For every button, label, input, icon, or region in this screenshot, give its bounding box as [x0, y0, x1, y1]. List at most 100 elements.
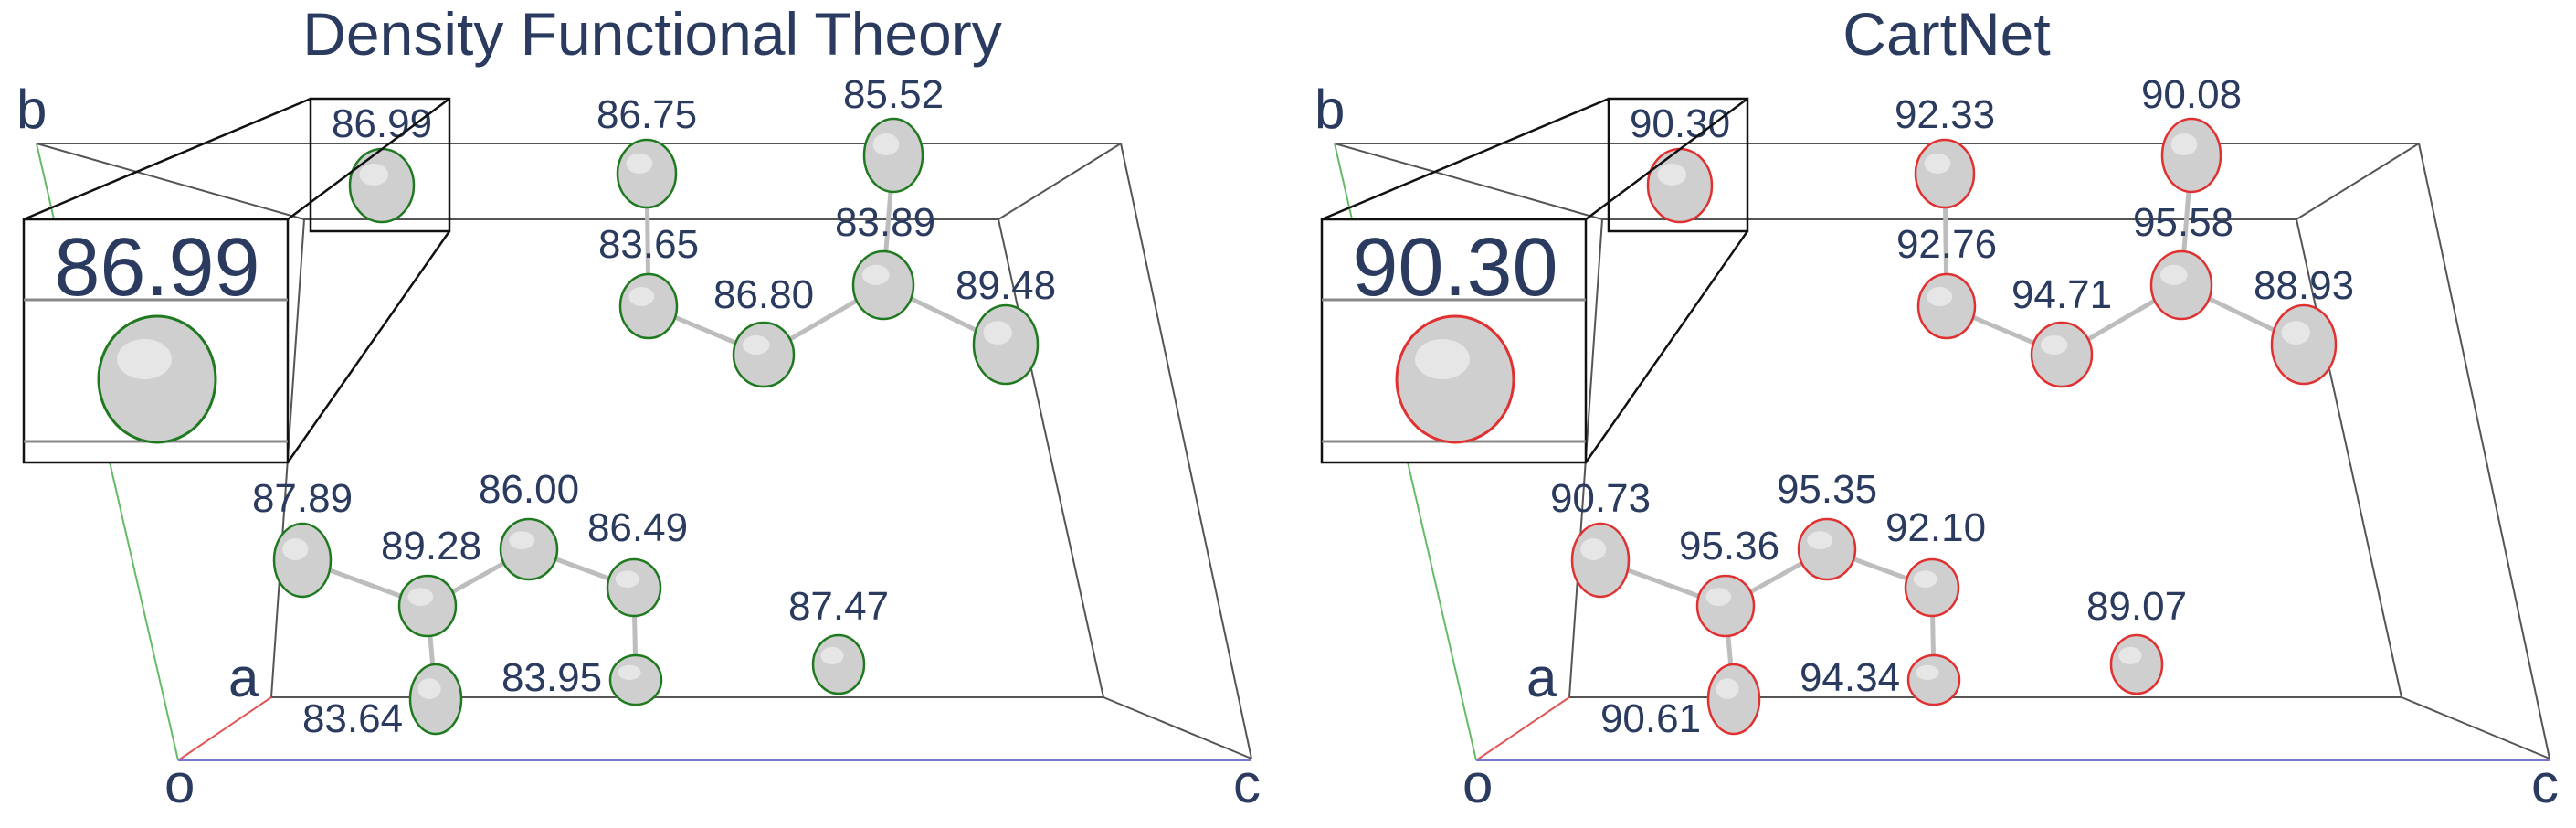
atom-value-label: 86.00	[479, 467, 579, 512]
panel-title: Density Functional Theory	[302, 0, 1001, 68]
axis-label-b: b	[16, 79, 47, 140]
atom-value-label: 92.10	[1885, 505, 1986, 550]
atom-highlight	[618, 664, 641, 681]
axis-label-o: o	[1462, 753, 1493, 814]
zoom-source-box	[1607, 97, 1749, 233]
atom-ellipsoid	[2149, 249, 2213, 321]
atom-highlight	[1916, 664, 1939, 681]
zoom-atom-ellipsoid	[1395, 314, 1515, 444]
atom-highlight	[1924, 153, 1951, 174]
atom-ellipsoid	[608, 653, 663, 706]
atom-ellipsoid	[1706, 663, 1761, 736]
panel-dft: Density Functional Theory b ao c 86.99 86.75 8…	[16, 0, 1261, 814]
atom-highlight	[2170, 133, 2198, 155]
atom-value-label: 92.76	[1896, 222, 1997, 267]
atom-ellipsoid	[348, 147, 416, 224]
atom-highlight	[1705, 588, 1732, 606]
atom-ellipsoid	[2030, 321, 2094, 388]
atom-value-label: 83.65	[598, 222, 699, 267]
zoom-source-box	[309, 97, 451, 233]
atom-highlight	[1580, 538, 1607, 560]
atom-value-label: 89.07	[2086, 584, 2187, 629]
atom-ellipsoid	[1916, 272, 1977, 340]
zoom-value-label: 86.99	[54, 222, 259, 313]
atom-highlight	[359, 164, 388, 186]
axis-a-line	[1475, 696, 1570, 761]
axis-label-c: c	[1233, 753, 1261, 814]
atom-ellipsoid	[272, 522, 333, 599]
axis-label-a: a	[228, 647, 259, 708]
atom-highlight	[2118, 646, 2142, 665]
atom-highlight	[628, 287, 655, 306]
atom-value-label: 90.08	[2141, 72, 2242, 117]
axis-label-a: a	[1526, 647, 1557, 708]
atom-ellipsoid	[1570, 522, 1631, 599]
atom-ellipsoid	[1904, 557, 1960, 618]
atom-ellipsoid	[1914, 138, 1976, 209]
atom-highlight	[417, 678, 441, 699]
atom-value-label: 85.52	[843, 72, 944, 117]
atom-highlight	[1807, 531, 1833, 549]
atom-value-label: 87.89	[252, 476, 353, 521]
atom-value-label: 83.95	[501, 655, 602, 700]
axis-label-o: o	[164, 753, 195, 814]
atom-highlight	[509, 531, 535, 549]
atom-highlight	[282, 538, 309, 560]
atom-ellipsoid	[1695, 574, 1756, 638]
atom-highlight	[2281, 321, 2310, 345]
atom-highlight	[626, 153, 653, 174]
atom-ellipsoid	[732, 321, 796, 388]
panel-title: CartNet	[1842, 0, 2050, 68]
atom-ellipsoid	[1646, 147, 1714, 224]
atom-value-label: 90.61	[1600, 696, 1701, 741]
atom-ellipsoid	[972, 303, 1040, 386]
axis-label-c: c	[2531, 753, 2559, 814]
atom-value-label: 86.80	[713, 272, 814, 317]
zoom-value-label: 90.30	[1352, 222, 1557, 313]
atom-ellipsoid	[397, 574, 458, 638]
atom-highlight	[983, 321, 1012, 345]
atom-value-label: 83.64	[302, 696, 403, 741]
atom-value-label: 94.34	[1800, 655, 1900, 700]
atom-value-label: 95.35	[1777, 467, 1877, 512]
atom-ellipsoid	[2270, 303, 2338, 386]
atom-value-label: 86.49	[587, 505, 688, 550]
atom-highlight	[1716, 678, 1739, 699]
atom-value-label: 89.28	[381, 524, 481, 568]
atom-highlight	[615, 570, 639, 588]
atom-highlight	[872, 133, 900, 155]
atom-value-label: 86.75	[596, 92, 697, 137]
atom-highlight	[1927, 287, 1953, 306]
axis-label-b: b	[1314, 79, 1345, 140]
atom-value-label: 88.93	[2254, 263, 2354, 308]
atom-value-label: 83.89	[835, 200, 935, 245]
atom-ellipsoid	[1906, 653, 1961, 706]
atom-highlight	[742, 335, 770, 355]
zoom-atom-ellipsoid	[97, 314, 217, 444]
atom-value-label: 90.73	[1550, 476, 1651, 521]
atom-value-label: 92.33	[1895, 92, 1995, 137]
atom-ellipsoid	[618, 272, 679, 340]
zoom-atom-highlight	[1415, 339, 1470, 379]
atom-value-label: 94.71	[2011, 272, 2112, 317]
atom-value-label: 95.36	[1679, 524, 1779, 568]
atom-highlight	[407, 588, 434, 606]
atom-ellipsoid	[606, 557, 662, 618]
atom-value-label: 89.48	[955, 263, 1056, 308]
atom-highlight	[2159, 264, 2188, 285]
atom-ellipsoid	[408, 663, 463, 736]
atom-value-label: 87.47	[788, 584, 889, 629]
atom-highlight	[861, 264, 890, 285]
atom-ellipsoid	[1797, 517, 1857, 581]
atom-ellipsoid	[811, 633, 866, 695]
atom-highlight	[1913, 570, 1937, 588]
atom-ellipsoid	[2109, 633, 2164, 695]
atom-ellipsoid	[851, 249, 915, 321]
atom-highlight	[1657, 164, 1686, 186]
panel-cartnet: CartNet b ao c 90.30 92.33 90.08 92.76 95.58 94.7…	[1314, 0, 2559, 814]
atom-ellipsoid	[862, 117, 924, 194]
atom-highlight	[2040, 335, 2068, 355]
atom-ellipsoid	[499, 517, 559, 581]
atom-ellipsoid	[2160, 117, 2222, 194]
